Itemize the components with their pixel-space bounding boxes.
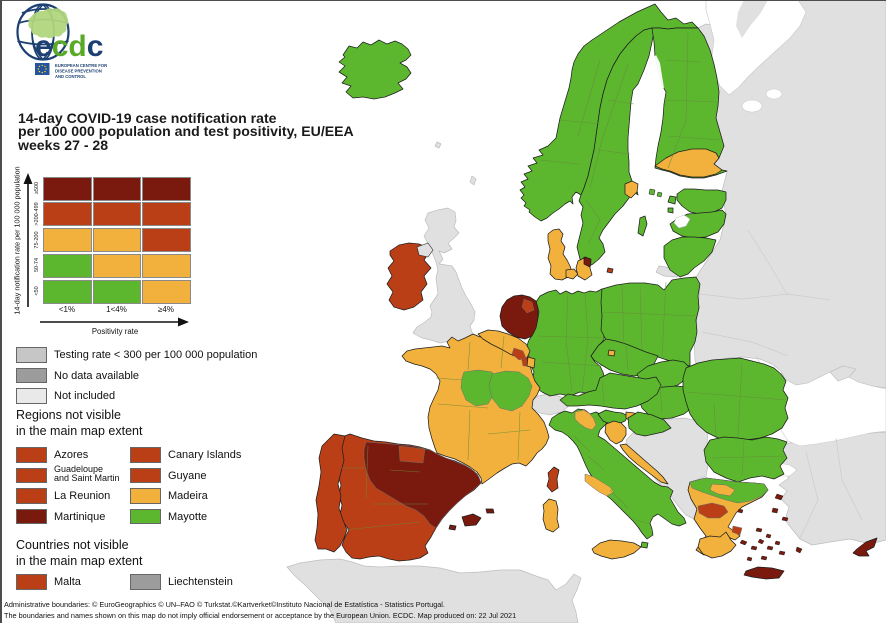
svg-text:ecdc: ecdc xyxy=(35,30,103,63)
svg-text:DISEASE PREVENTION: DISEASE PREVENTION xyxy=(55,69,102,74)
svg-text:EUROPEAN CENTRE FOR: EUROPEAN CENTRE FOR xyxy=(55,63,107,68)
svg-text:AND CONTROL: AND CONTROL xyxy=(55,74,86,79)
